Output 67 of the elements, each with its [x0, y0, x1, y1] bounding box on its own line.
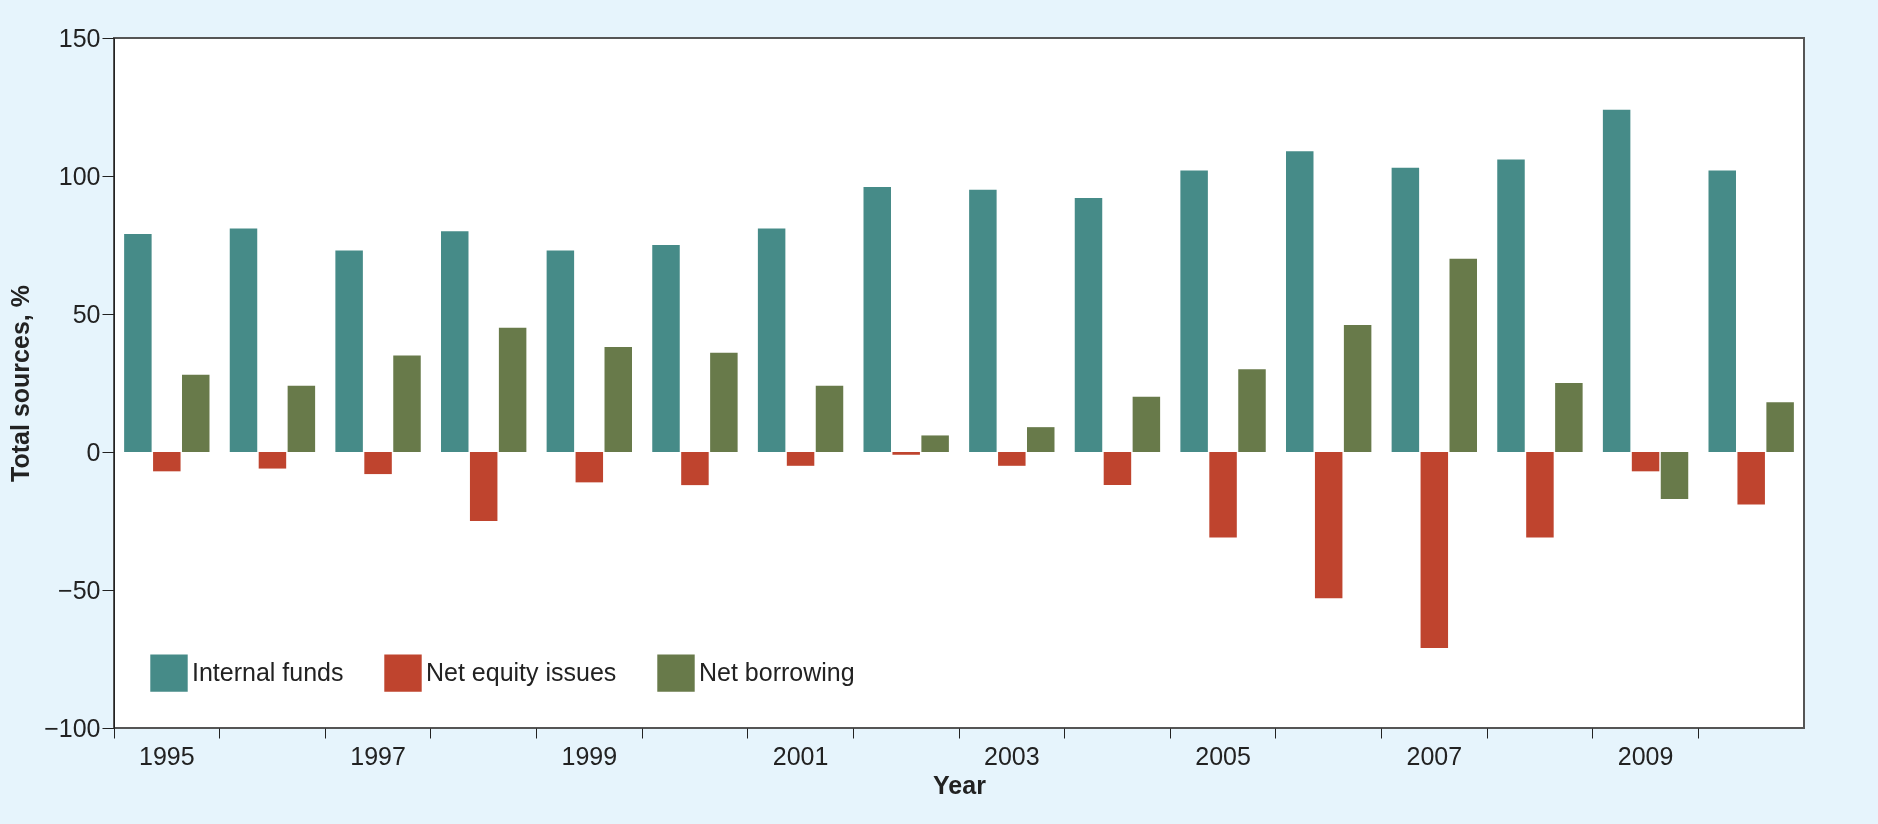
x-tick-label: 2005: [1195, 741, 1251, 770]
bar: [681, 452, 709, 486]
bar: [1708, 170, 1736, 452]
bar: [863, 187, 891, 452]
legend-label: Net borrowing: [699, 658, 855, 687]
x-tick-label: 1997: [350, 741, 406, 770]
bar: [1449, 258, 1477, 452]
bar: [1027, 427, 1055, 452]
legend-label: Net equity issues: [426, 658, 617, 687]
y-tick-label: 0: [86, 437, 101, 466]
bar: [786, 452, 815, 466]
bar: [1314, 452, 1343, 599]
bar: [1737, 452, 1765, 505]
y-tick-label: −100: [44, 713, 101, 742]
x-tick-label: 2007: [1406, 741, 1463, 770]
bar: [757, 228, 786, 452]
bar: [1631, 452, 1660, 472]
bar: [1391, 167, 1420, 452]
bar: [1238, 369, 1266, 452]
bar: [892, 452, 920, 455]
bar: [1074, 198, 1103, 452]
y-tick-label: −50: [58, 575, 101, 604]
bar: [124, 233, 152, 452]
bar: [1602, 109, 1631, 452]
bar: [604, 347, 632, 452]
bar: [575, 452, 604, 483]
x-tick-label: 2001: [772, 741, 829, 770]
x-tick-label: 1995: [139, 741, 195, 770]
bar: [546, 250, 575, 452]
x-tick-label: 2003: [984, 741, 1040, 770]
bar: [335, 250, 363, 452]
x-tick-label: 1999: [561, 741, 618, 770]
bar: [1343, 325, 1372, 452]
bar: [153, 452, 181, 472]
bar: [1660, 452, 1689, 499]
bar: [710, 352, 738, 452]
bar: [1420, 452, 1449, 648]
bar: [969, 189, 997, 452]
bar: [258, 452, 287, 469]
bar: [469, 452, 498, 521]
legend-label: Internal funds: [192, 658, 344, 687]
bar: [921, 435, 949, 452]
y-tick-label: 150: [58, 23, 101, 52]
bar: [1132, 396, 1161, 452]
bar: [1286, 151, 1314, 452]
y-tick-label: 100: [58, 161, 101, 190]
bar: [1180, 170, 1208, 452]
x-axis-title: Year: [933, 770, 987, 799]
bar: [182, 374, 210, 452]
bar: [229, 228, 258, 452]
bar: [498, 327, 527, 452]
bar: [815, 385, 844, 452]
bar: [998, 452, 1026, 466]
bar: [652, 245, 680, 452]
bar: [287, 385, 316, 452]
bar: [1103, 452, 1132, 486]
bar: [364, 452, 392, 475]
bar: [1209, 452, 1237, 538]
y-tick-label: 50: [72, 299, 101, 328]
bar: [441, 231, 469, 452]
bar: [393, 355, 421, 452]
bar: [1555, 383, 1583, 452]
x-tick-label: 2009: [1617, 741, 1674, 770]
y-axis-title: Total sources, %: [6, 285, 35, 482]
bar: [1766, 402, 1794, 452]
bar: [1497, 159, 1525, 452]
bar: [1526, 452, 1554, 538]
